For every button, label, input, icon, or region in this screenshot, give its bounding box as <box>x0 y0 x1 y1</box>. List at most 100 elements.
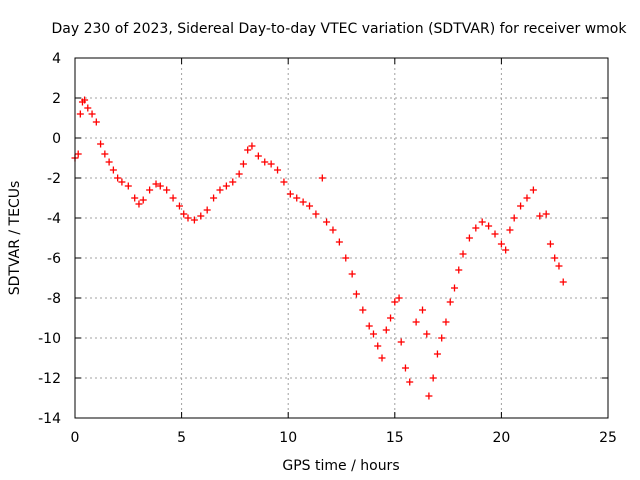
data-point <box>559 278 567 286</box>
y-tick-label: -6 <box>47 251 61 267</box>
y-tick-label: 0 <box>52 131 61 147</box>
x-tick-label: 10 <box>279 430 297 446</box>
y-tick-label: 2 <box>52 91 61 107</box>
grid <box>75 58 608 418</box>
data-point <box>92 118 100 126</box>
data-point <box>81 96 89 104</box>
data-point <box>76 110 84 118</box>
x-tick-label: 25 <box>599 430 617 446</box>
data-point <box>286 190 294 198</box>
data-point <box>352 290 360 298</box>
x-tick-label: 20 <box>492 430 510 446</box>
data-point <box>74 150 82 158</box>
data-point <box>169 194 177 202</box>
data-point <box>312 210 320 218</box>
data-point <box>485 222 493 230</box>
data-point <box>369 330 377 338</box>
data-point <box>391 298 399 306</box>
y-tick-label: -8 <box>47 291 61 307</box>
data-point <box>84 104 92 112</box>
data-point <box>306 202 314 210</box>
y-tick-label: -14 <box>38 411 61 427</box>
data-point <box>197 212 205 220</box>
data-point <box>387 314 395 322</box>
data-point <box>502 246 510 254</box>
data-point <box>180 210 188 218</box>
data-point <box>378 354 386 362</box>
plot-frame <box>74 57 609 419</box>
y-axis-label: SDTVAR / TECUs <box>7 181 23 296</box>
data-point <box>423 330 431 338</box>
y-tick-label: -4 <box>47 211 61 227</box>
data-point <box>472 224 480 232</box>
data-point <box>109 166 117 174</box>
data-point <box>229 178 237 186</box>
data-point <box>203 206 211 214</box>
y-tick-label: -10 <box>38 331 61 347</box>
data-point <box>163 186 171 194</box>
data-point <box>510 214 518 222</box>
data-point <box>88 110 96 118</box>
data-point <box>536 212 544 220</box>
data-point <box>184 214 192 222</box>
data-point <box>244 146 252 154</box>
data-point <box>497 240 505 248</box>
data-point <box>135 200 143 208</box>
data-point <box>101 150 109 158</box>
data-point <box>551 254 559 262</box>
data-point <box>235 170 243 178</box>
data-point <box>152 180 160 188</box>
data-point <box>280 178 288 186</box>
y-axis-ticks: 4 2 0 -2 -4 -6 -8 -10 -12 -14 <box>38 51 608 427</box>
y-tick-label: -2 <box>47 171 61 187</box>
data-point <box>459 250 467 258</box>
chart-title: Day 230 of 2023, Sidereal Day-to-day VTE… <box>52 21 628 37</box>
data-point <box>248 142 256 150</box>
data-point <box>267 160 275 168</box>
data-point <box>124 182 132 190</box>
data-point <box>401 364 409 372</box>
data-point <box>293 194 301 202</box>
data-point <box>210 194 218 202</box>
data-point <box>455 266 463 274</box>
data-point <box>299 198 307 206</box>
data-point <box>105 158 113 166</box>
data-point <box>465 234 473 242</box>
data-point <box>348 270 356 278</box>
data-point <box>429 374 437 382</box>
data-point <box>542 210 550 218</box>
data-point <box>546 240 554 248</box>
data-point <box>450 284 458 292</box>
data-point <box>406 378 414 386</box>
data-point <box>359 306 367 314</box>
data-point <box>329 226 337 234</box>
data-point <box>517 202 525 210</box>
data-point <box>442 318 450 326</box>
x-tick-label: 0 <box>71 430 80 446</box>
data-point <box>555 262 563 270</box>
data-point <box>190 216 198 224</box>
data-point <box>274 166 282 174</box>
data-point <box>97 140 105 148</box>
data-point <box>216 186 224 194</box>
data-point <box>395 294 403 302</box>
data-point <box>438 334 446 342</box>
data-point <box>433 350 441 358</box>
data-point <box>491 230 499 238</box>
data-point <box>139 196 147 204</box>
data-point <box>397 338 405 346</box>
data-point <box>365 322 373 330</box>
data-point <box>523 194 531 202</box>
data-point <box>529 186 537 194</box>
data-point <box>374 342 382 350</box>
x-tick-label: 5 <box>177 430 186 446</box>
data-point <box>261 158 269 166</box>
data-point <box>114 174 122 182</box>
data-point <box>131 194 139 202</box>
data-point <box>335 238 343 246</box>
data-point <box>446 298 454 306</box>
data-point <box>382 326 390 334</box>
data-point <box>506 226 514 234</box>
x-axis-ticks: 0 5 10 15 20 25 <box>71 58 617 446</box>
